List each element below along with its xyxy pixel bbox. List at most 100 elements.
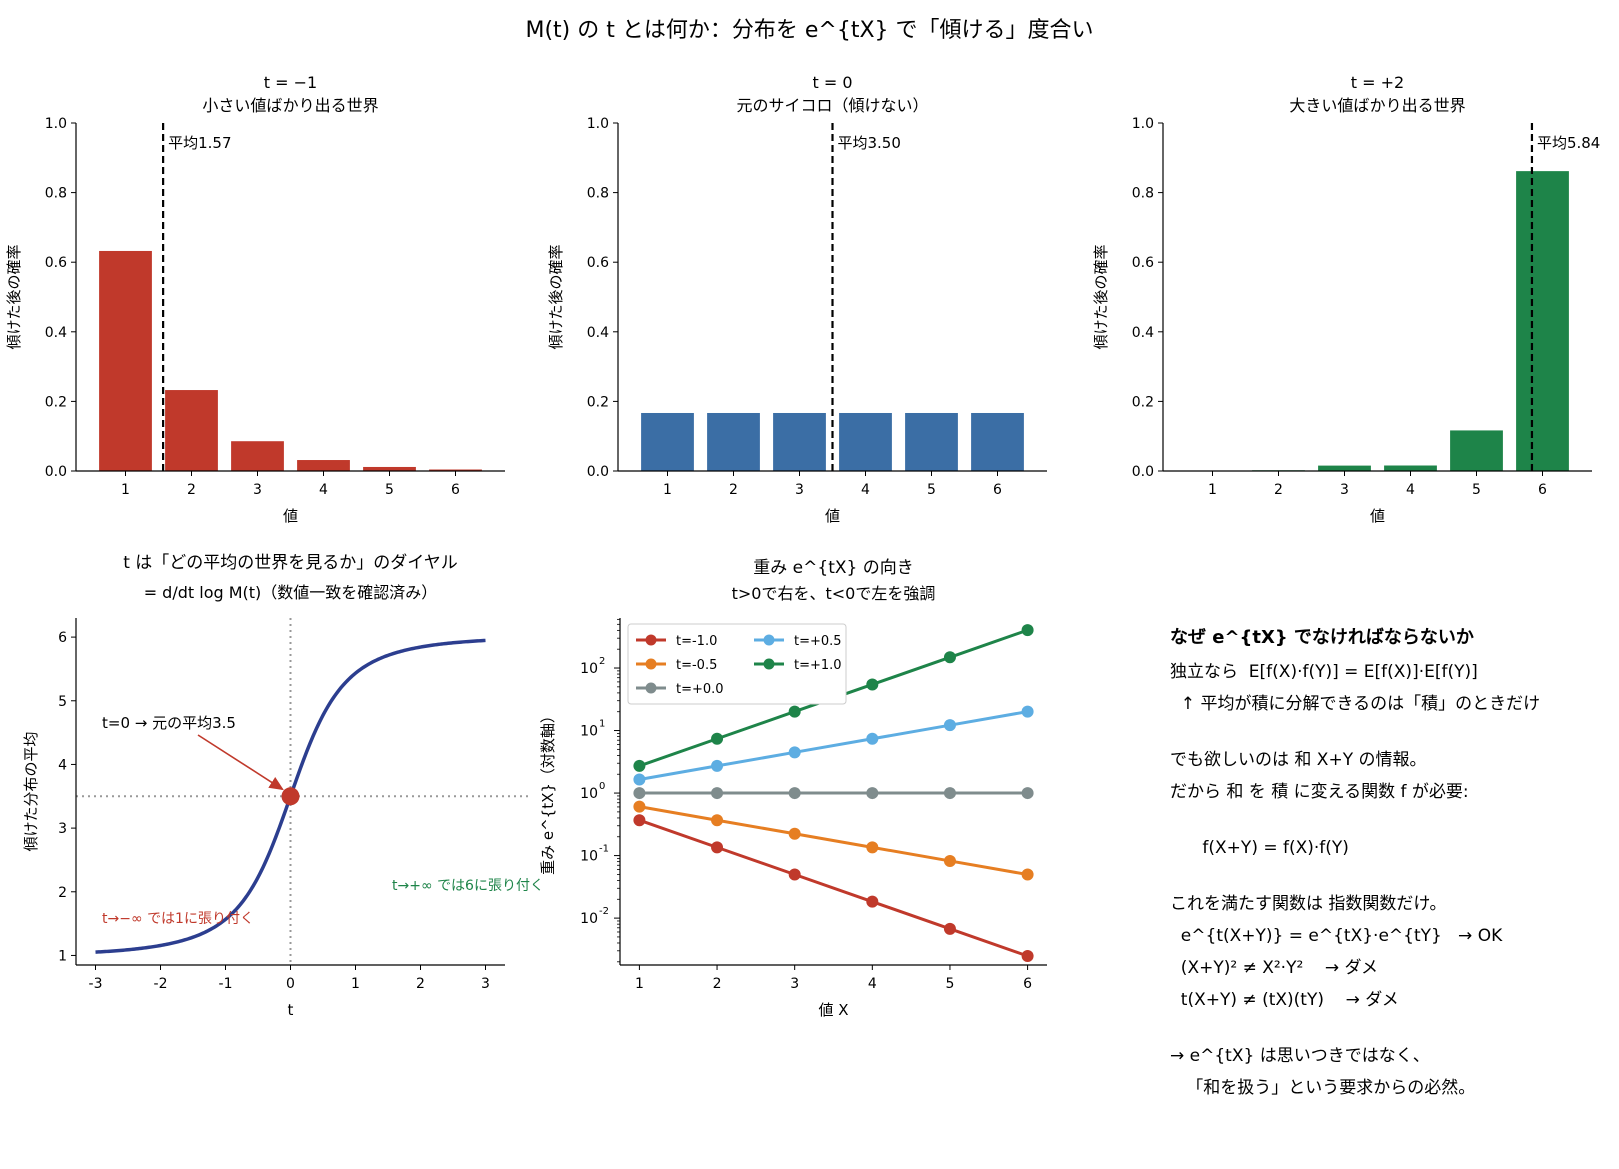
x-tick-label: 2 [187, 482, 196, 498]
y-axis-label: 傾けた後の確率 [547, 244, 565, 349]
y-tick-label: 3 [58, 821, 67, 837]
series-point [866, 841, 879, 854]
series-point [711, 814, 724, 827]
series-point [788, 746, 801, 759]
center-point [281, 787, 300, 806]
note-line: f(X+Y) = f(X)·f(Y) [1170, 838, 1349, 858]
x-tick-label: 6 [451, 482, 460, 498]
y-tick-label: 10 [580, 911, 598, 927]
note-line: だから 和 を 積 に変える関数 f が必要: [1170, 782, 1469, 802]
y-tick-label: 0.2 [587, 394, 609, 410]
y-tick-label: 0.2 [1132, 394, 1154, 410]
annotation-low: t→−∞ では1に張り付く [102, 911, 254, 927]
x-tick-label: -3 [89, 976, 103, 992]
note-line: → e^{tX} は思いつきではなく、 [1170, 1046, 1430, 1066]
series-point [633, 773, 646, 786]
x-tick-label: 6 [1538, 482, 1547, 498]
bar [1516, 171, 1569, 471]
y-tick-label: 0.6 [1132, 255, 1154, 271]
y-tick-label: 0.6 [587, 255, 609, 271]
y-tick-label: 0.4 [587, 325, 609, 341]
y-tick-label: 10 [580, 661, 598, 677]
y-axis-label: 傾けた後の確率 [1092, 244, 1110, 349]
series-point [943, 922, 956, 935]
x-tick-label: 5 [385, 482, 394, 498]
x-tick-label: 4 [319, 482, 328, 498]
y-tick-label: 0.4 [45, 325, 67, 341]
series-point [943, 719, 956, 732]
legend-label: t=+0.5 [794, 634, 842, 649]
series-point [788, 787, 801, 800]
note-line: 独立なら E[f(X)·f(Y)] = E[f(X)]·E[f(Y)] [1170, 662, 1478, 682]
x-axis-label: 値 [1370, 507, 1385, 525]
series-point [633, 814, 646, 827]
x-tick-label: 1 [663, 482, 672, 498]
y-tick-exponent: 2 [599, 656, 605, 667]
x-tick-label: 3 [795, 482, 804, 498]
bar [363, 466, 416, 471]
chart-subtitle: 小さい値ばかり出る世界 [202, 96, 378, 115]
x-tick-label: 4 [1406, 482, 1415, 498]
series-point [866, 732, 879, 745]
bar [1318, 465, 1371, 471]
y-tick-label: 0.8 [587, 186, 609, 202]
series-point [1021, 949, 1034, 962]
legend-marker [763, 658, 775, 670]
series-point [1021, 705, 1034, 718]
note-line: e^{t(X+Y)} = e^{tX}·e^{tY} → OK [1170, 926, 1503, 946]
x-tick-label: -2 [154, 976, 168, 992]
note-line: 「和を扱う」という要求からの必然。 [1170, 1078, 1476, 1098]
chart-title: t = +2 [1351, 73, 1404, 92]
note-line: ↑ 平均が積に分解できるのは「積」のときだけ [1170, 694, 1541, 714]
bar-chart-panel-1: t = −1 小さい値ばかり出る世界 0.0 0.2 0.4 0.6 0.8 1.0 1 2 3 4 5… [5, 73, 505, 525]
bar [641, 412, 694, 471]
legend: t=-1.0 t=-0.5 t=+0.0 t=+0.5 t=+1.0 [627, 623, 847, 705]
series-point [633, 759, 646, 772]
y-tick-label: 5 [58, 694, 67, 710]
series-point [711, 787, 724, 800]
legend-marker [763, 634, 775, 646]
x-tick-label: -1 [219, 976, 233, 992]
x-tick-label: 6 [993, 482, 1002, 498]
x-tick-label: 2 [729, 482, 738, 498]
series-point [788, 705, 801, 718]
x-tick-label: 1 [1208, 482, 1217, 498]
series-point [943, 854, 956, 867]
chart-subtitle: 元のサイコロ（傾けない） [736, 96, 928, 115]
y-tick-label: 1.0 [587, 116, 609, 132]
x-tick-label: 3 [481, 976, 490, 992]
y-tick-label: 10 [580, 724, 598, 740]
annotation-arrow [197, 734, 284, 791]
y-tick-label: 10 [580, 786, 598, 802]
x-tick-label: 2 [416, 976, 425, 992]
series-point [943, 787, 956, 800]
series-point [866, 787, 879, 800]
note-line: でも欲しいのは 和 X+Y の情報。 [1170, 750, 1427, 770]
bar [429, 469, 482, 471]
bar [1450, 430, 1503, 471]
x-tick-label: 0 [286, 976, 295, 992]
legend-marker [645, 658, 657, 670]
y-tick-label: 0.4 [1132, 325, 1154, 341]
bar [839, 412, 892, 471]
series-point [633, 800, 646, 813]
y-axis-label: 重み e^{tX}（対数軸） [539, 708, 557, 875]
legend-label: t=+1.0 [794, 658, 842, 673]
note-line: t(X+Y) ≠ (tX)(tY) → ダメ [1170, 990, 1399, 1010]
chart-title: t = −1 [264, 73, 317, 92]
y-tick-label: 1 [58, 948, 67, 964]
bar [297, 460, 350, 471]
figure-title: M(t) の t とは何か：分布を e^{tX} で「傾ける」度合い [525, 18, 1094, 43]
mean-label: 平均5.84 [1537, 134, 1600, 152]
y-tick-label: 1.0 [1132, 116, 1154, 132]
y-tick-exponent: 1 [599, 719, 605, 730]
chart-title: 重み e^{tX} の向き [753, 558, 913, 578]
y-tick-label: 1.0 [45, 116, 67, 132]
y-tick-label: 2 [58, 885, 67, 901]
series-point [788, 827, 801, 840]
series-point [1021, 624, 1034, 637]
x-axis-label: 値 [283, 507, 298, 525]
bar [99, 250, 152, 471]
